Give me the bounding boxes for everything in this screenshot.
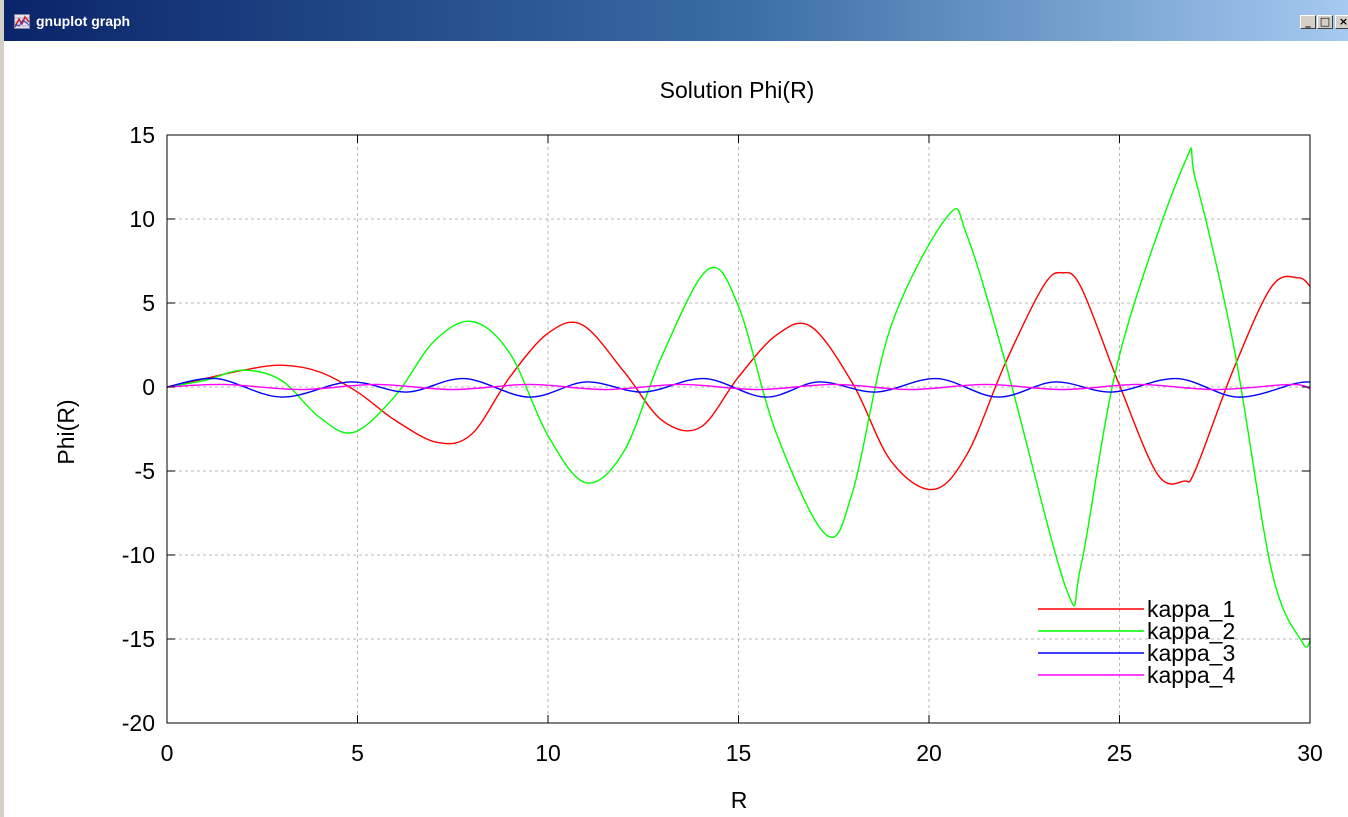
y-tick-label: -10 bbox=[122, 542, 155, 568]
series-line-kappa-2 bbox=[167, 147, 1310, 648]
y-tick-label: 5 bbox=[142, 290, 155, 316]
x-tick-label: 30 bbox=[1297, 740, 1323, 766]
x-tick-label: 25 bbox=[1107, 740, 1133, 766]
x-tick-label: 5 bbox=[351, 740, 364, 766]
x-axis-title: R bbox=[731, 787, 748, 813]
grid bbox=[167, 135, 1310, 723]
y-tick-label: 0 bbox=[142, 374, 155, 400]
plot-area: Solution Phi(R) 0 5 10 15 20 25 30 15 10 5 0 -5 -10 -… bbox=[53, 77, 1323, 813]
x-tick-label: 20 bbox=[916, 740, 942, 766]
close-icon: × bbox=[1338, 15, 1348, 28]
legend-label: kappa_1 bbox=[1147, 596, 1235, 622]
tick-labels: 0 5 10 15 20 25 30 15 10 5 0 -5 -10 -15 -20 bbox=[122, 122, 1323, 766]
minimize-icon: _ bbox=[1305, 15, 1311, 28]
y-tick-label: 10 bbox=[129, 206, 155, 232]
legend-label: kappa_2 bbox=[1147, 618, 1235, 644]
legend-label: kappa_3 bbox=[1147, 640, 1235, 666]
x-tick-label: 15 bbox=[726, 740, 752, 766]
series-line-kappa-1 bbox=[167, 271, 1310, 491]
maximize-button[interactable]: □ bbox=[1317, 15, 1333, 29]
x-tick-label: 0 bbox=[161, 740, 174, 766]
close-button[interactable]: × bbox=[1335, 15, 1348, 29]
y-tick-label: -20 bbox=[122, 710, 155, 736]
series-line-kappa-3 bbox=[167, 377, 1310, 398]
chart-title: Solution Phi(R) bbox=[660, 77, 815, 103]
y-axis-title: Phi(R) bbox=[53, 399, 79, 464]
maximize-icon: □ bbox=[1319, 15, 1331, 28]
series-line-kappa-4 bbox=[167, 383, 1310, 391]
series-layer bbox=[167, 147, 1310, 648]
window-title: gnuplot graph bbox=[36, 13, 131, 29]
y-tick-label: -15 bbox=[122, 626, 155, 652]
x-tick-label: 10 bbox=[535, 740, 561, 766]
y-tick-label: -5 bbox=[135, 458, 155, 484]
minimize-button[interactable]: _ bbox=[1300, 15, 1316, 29]
title-bar[interactable]: gnuplot graph _ □ × bbox=[4, 0, 1348, 41]
y-tick-label: 15 bbox=[129, 122, 155, 148]
gnuplot-app-icon[interactable] bbox=[14, 14, 30, 29]
legend-label: kappa_4 bbox=[1147, 662, 1235, 688]
